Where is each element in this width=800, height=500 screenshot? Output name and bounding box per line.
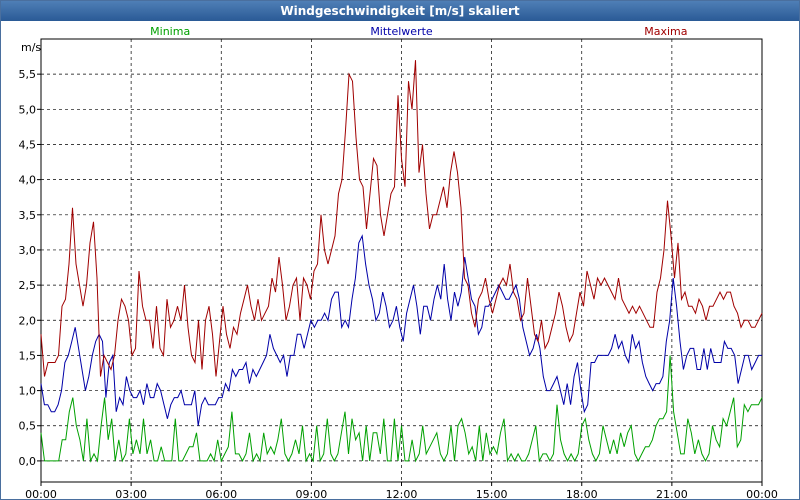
legend-item-maxima: Maxima xyxy=(644,25,687,38)
series-line-maxima xyxy=(40,60,763,377)
y-tick-label: 0,5 xyxy=(19,420,37,433)
y-tick-label: 1,5 xyxy=(19,349,37,362)
wind-speed-chart: 0,0 0,5 1,0 1,5 2,0 2,5 3,0 3,5 4,0 4,5 5,0 5,5 00:… xyxy=(19,25,778,499)
y-tick-label: 3,5 xyxy=(19,209,37,222)
y-tick-label: 1,0 xyxy=(19,385,37,398)
y-axis-label: m/s xyxy=(21,41,41,54)
x-tick-time: 12:00 xyxy=(386,488,418,499)
x-tick-time: 06:00 xyxy=(205,488,237,499)
y-tick-label: 5,5 xyxy=(19,68,37,81)
x-tick-time: 18:00 xyxy=(566,488,598,499)
y-tick-label: 0,0 xyxy=(19,455,37,468)
series-line-minima xyxy=(40,355,763,463)
y-tick-label: 2,5 xyxy=(19,279,37,292)
y-tick-label: 4,5 xyxy=(19,138,37,151)
x-axis-ticks: 00:0014.11.1703:0014.11.1706:0014.11.170… xyxy=(25,482,778,499)
window-title: Windgeschwindigkeit [m/s] skaliert xyxy=(1,1,799,21)
x-tick-time: 03:00 xyxy=(115,488,147,499)
legend-item-mittelwerte: Mittelwerte xyxy=(370,25,433,38)
y-tick-label: 3,0 xyxy=(19,244,37,257)
series-layer xyxy=(40,60,763,463)
series-line-mittelwerte xyxy=(40,234,762,426)
y-tick-label: 4,0 xyxy=(19,174,37,187)
x-tick-time: 21:00 xyxy=(656,488,688,499)
y-axis-ticks: 0,0 0,5 1,0 1,5 2,0 2,5 3,0 3,5 4,0 4,5 5,0 5,5 xyxy=(19,68,41,468)
legend-item-minima: Minima xyxy=(150,25,190,38)
grid-lines xyxy=(41,39,762,482)
x-tick-time: 00:00 xyxy=(25,488,57,499)
x-tick-time: 00:00 xyxy=(746,488,778,499)
x-tick-time: 09:00 xyxy=(296,488,328,499)
y-tick-label: 2,0 xyxy=(19,314,37,327)
y-tick-label: 5,0 xyxy=(19,103,37,116)
legend: Minima Mittelwerte Maxima xyxy=(150,25,687,38)
x-tick-time: 15:00 xyxy=(476,488,508,499)
